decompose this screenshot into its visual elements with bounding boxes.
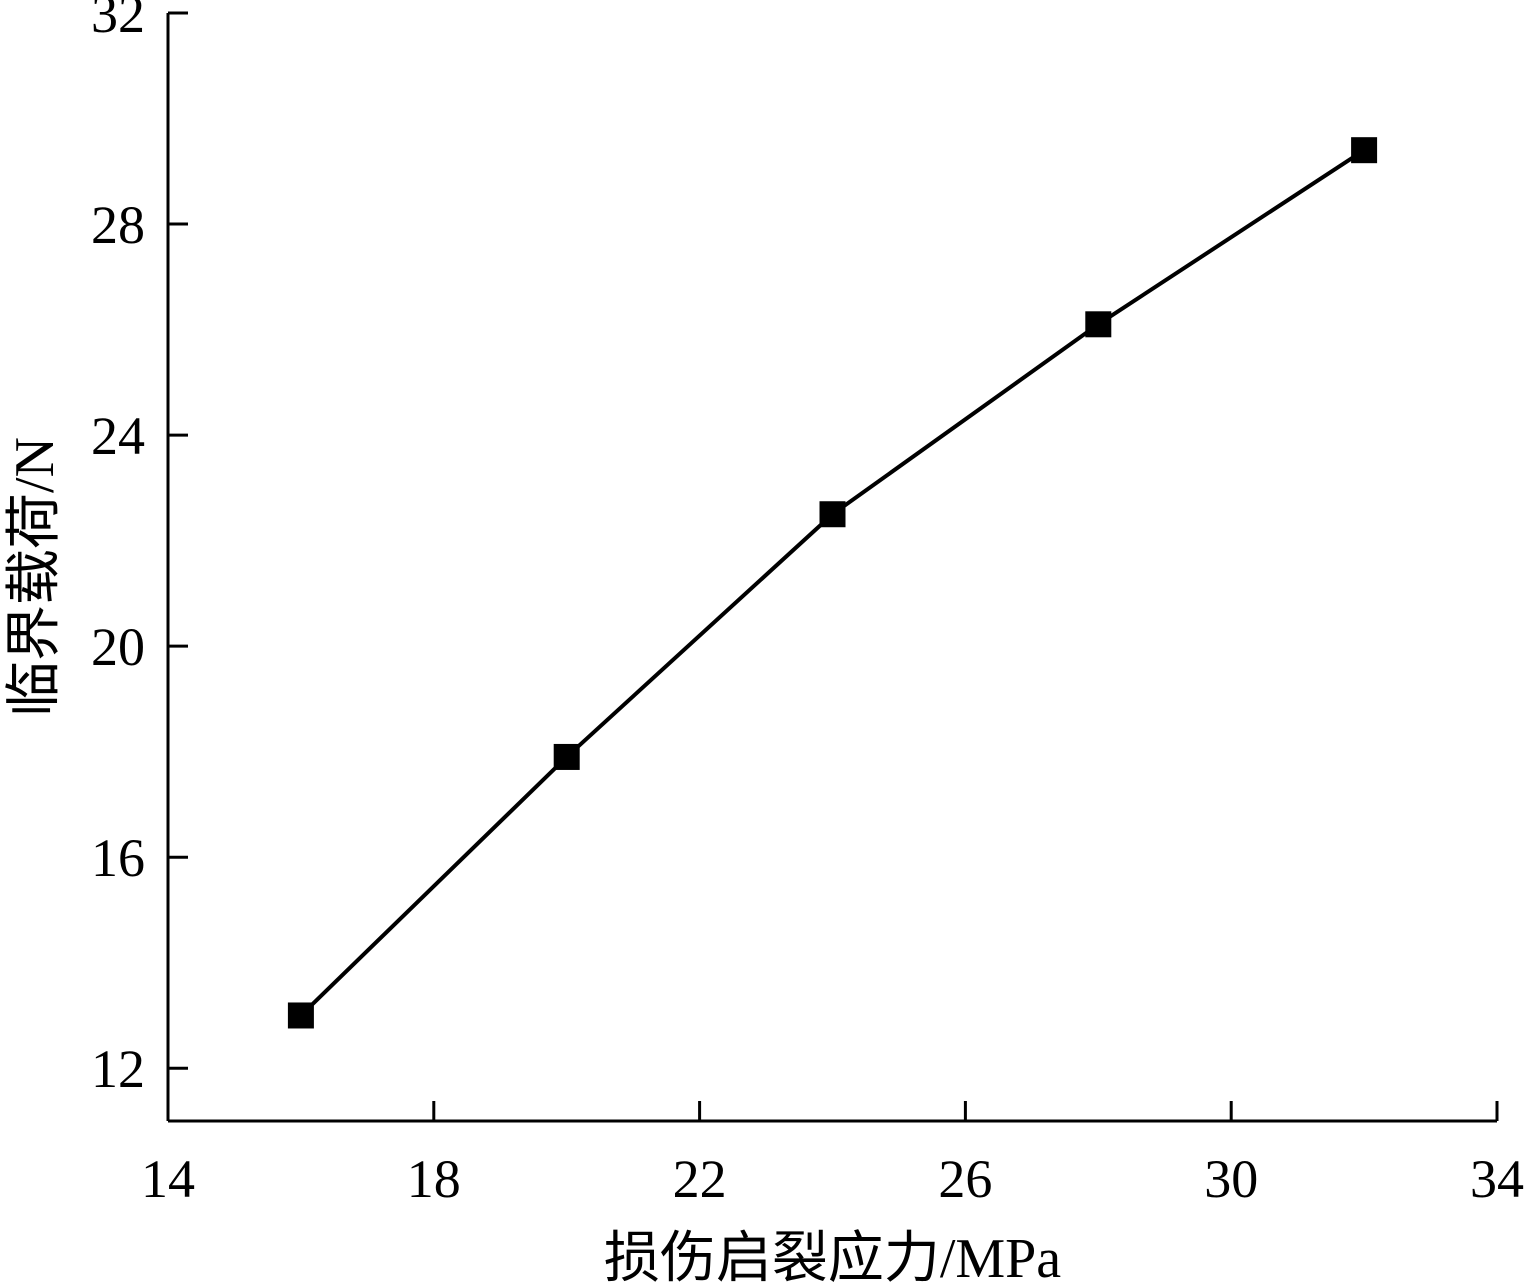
y-tick-label: 24	[91, 406, 145, 466]
y-tick-label: 12	[91, 1039, 145, 1099]
x-tick-label: 26	[938, 1149, 992, 1209]
data-point-marker	[1085, 311, 1112, 338]
data-point-marker	[1351, 137, 1378, 164]
y-axis-title: 临界载荷/N	[4, 437, 66, 717]
x-tick-label: 30	[1204, 1149, 1258, 1209]
data-point-marker	[553, 743, 580, 770]
series-line	[299, 148, 1366, 1017]
y-tick-label: 16	[91, 828, 145, 888]
y-tick-label: 28	[91, 195, 145, 255]
y-ticks: 12 16 20 24 28 32	[91, 0, 188, 1099]
axes	[166, 13, 1497, 1123]
data-point-marker	[287, 1002, 314, 1029]
y-tick-label: 20	[91, 617, 145, 677]
x-ticks: 14 18 22 26 30 34	[141, 1101, 1524, 1209]
x-tick-label: 14	[141, 1149, 195, 1209]
x-tick-label: 34	[1470, 1149, 1524, 1209]
series	[287, 137, 1378, 1029]
y-tick-label: 32	[91, 0, 145, 44]
x-axis-title: 损伤启裂应力/MPa	[604, 1228, 1061, 1287]
data-point-marker	[819, 501, 846, 528]
x-tick-label: 22	[673, 1149, 727, 1209]
x-tick-label: 18	[407, 1149, 461, 1209]
